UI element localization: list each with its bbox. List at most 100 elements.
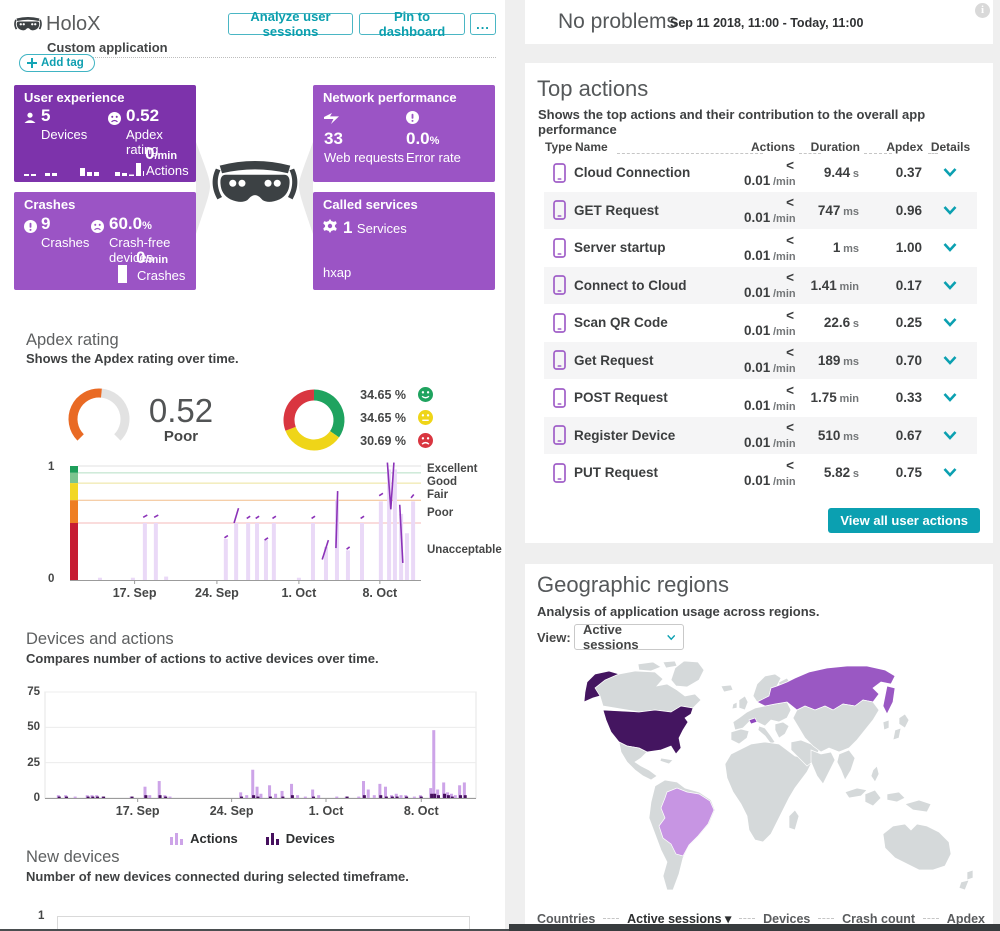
map-india[interactable] [810,749,836,785]
map-country-usa[interactable] [602,705,694,755]
expand-chevron-icon[interactable] [922,353,977,368]
analyze-user-sessions-button[interactable]: Analyze user sessions [228,9,353,39]
map-country-austria[interactable] [748,717,758,725]
table-row[interactable]: Server startup < 0.01 /min 1 ms 1.00 [544,229,977,267]
table-row[interactable]: Register Device < 0.01 /min 510 ms 0.67 [544,416,977,454]
action-rate: < 0.01 /min [744,195,796,226]
action-name: Server startup [574,240,666,256]
app-type-label: Custom application [47,40,168,55]
column-details: Details [930,140,971,154]
map-iceland[interactable] [720,684,734,693]
map-madagascar[interactable] [788,809,800,831]
hololens-logo-icon [14,17,42,31]
add-tag-button[interactable]: Add tag [19,54,95,72]
more-options-button[interactable]: ... [470,13,496,35]
map-philippines[interactable] [870,765,880,783]
geo-column-apdex[interactable]: Apdex [946,911,985,926]
table-row[interactable]: Connect to Cloud < 0.01 /min 1.41 min 0.… [544,266,977,304]
map-sumatra[interactable] [844,787,868,799]
map-japan-south[interactable] [892,727,902,741]
tile-crashes[interactable]: Crashes 9 Crashes 60.0% Crash-free devic… [14,192,196,290]
table-row[interactable]: GET Request < 0.01 /min 747 ms 0.96 [544,191,977,229]
geo-table-header: Countries Active sessions ▾ Devices Cras… [537,911,985,927]
map-png[interactable] [904,799,932,813]
header-leader-line [864,153,892,154]
table-row[interactable]: POST Request < 0.01 /min 1.75 min 0.33 [544,379,977,417]
tile-user-experience[interactable]: User experience 5 Devices 0.52 Apdex rat… [14,85,196,182]
map-borneo[interactable] [864,789,882,807]
map-italy[interactable] [757,725,776,745]
map-africa[interactable] [724,741,812,843]
column-apdex: Apdex [886,140,923,154]
y-axis-label: 0 [33,792,40,804]
map-ireland[interactable] [731,701,738,710]
expand-chevron-icon[interactable] [922,315,977,330]
header-leader-line [928,153,938,154]
map-japan[interactable] [898,713,910,729]
map-country-usa-alaska[interactable] [583,670,621,703]
table-row[interactable]: Scan QR Code < 0.01 /min 22.6 s 0.25 [544,304,977,342]
tile-title: Network performance [323,90,487,105]
map-indochina[interactable] [836,749,856,781]
expand-chevron-icon[interactable] [922,203,977,218]
geo-column-active-sessions[interactable]: Active sessions ▾ [627,912,732,926]
apdex-gauge-rating: Poor [163,428,199,445]
pin-to-dashboard-button[interactable]: Pin to dashboard [359,9,465,39]
action-rate: < 0.01 /min [744,307,796,338]
sad-face-icon [108,112,121,125]
map-greenland[interactable] [670,660,705,688]
view-dropdown[interactable]: Active sessions [574,622,684,652]
expand-chevron-icon[interactable] [922,390,977,405]
action-duration: 22.6 s [823,315,859,331]
new-devices-chart [57,916,470,931]
expand-chevron-icon[interactable] [922,165,977,180]
apdex-zone-label: Excellent [427,463,478,476]
expand-chevron-icon[interactable] [922,465,977,480]
action-name: PUT Request [574,465,659,481]
map-asia[interactable] [792,699,880,753]
map-country-brazil[interactable] [658,787,715,857]
action-duration: 1.75 min [810,390,859,406]
x-axis-label: 24. Sep [195,586,239,600]
geo-column-countries[interactable]: Countries [537,911,596,926]
expand-chevron-icon[interactable] [922,240,977,255]
tile-network-performance[interactable]: Network performance 33 Web requests 0.0%… [313,85,495,182]
top-actions-table-header: Type Name Actions Duration Apdex Details [545,137,978,157]
table-row[interactable]: PUT Request < 0.01 /min 5.82 s 0.75 [544,454,977,492]
map-arctic-islands[interactable] [637,661,662,672]
map-sulawesi[interactable] [886,791,906,803]
map-new-zealand[interactable] [958,879,970,891]
tile-title: User experience [24,90,188,105]
action-apdex: 1.00 [895,240,922,256]
info-icon[interactable]: i [975,3,990,18]
view-all-user-actions-button[interactable]: View all user actions [828,508,980,533]
map-europe[interactable] [732,701,792,731]
expand-chevron-icon[interactable] [922,428,977,443]
geo-column-crash-count[interactable]: Crash count [842,911,916,926]
expand-chevron-icon[interactable] [922,278,977,293]
map-iberia[interactable] [730,728,750,745]
table-row[interactable]: Get Request < 0.01 /min 189 ms 0.70 [544,341,977,379]
table-row[interactable]: Cloud Connection < 0.01 /min 9.44 s 0.37 [544,154,977,192]
map-caribbean[interactable] [659,757,674,765]
map-balkans[interactable] [774,721,790,739]
map-arctic-islands[interactable] [662,660,678,669]
apdex-zone-label: Fair [427,488,449,501]
geo-column-devices[interactable]: Devices [763,911,811,926]
tile-called-services[interactable]: Called services 1 Services hxap [313,192,495,290]
map-new-zealand[interactable] [966,869,974,881]
map-country-australia[interactable] [882,823,952,871]
devices-label: Devices [41,127,88,142]
map-kamchatka[interactable] [882,685,896,715]
top-actions-subtitle: Shows the top actions and their contribu… [538,107,926,137]
left-connector-shape [196,142,210,234]
world-map[interactable] [543,658,993,898]
map-uk[interactable] [738,695,749,711]
gear-icon [323,219,337,233]
geographic-regions-card: Geographic regions Analysis of applicati… [525,564,993,931]
map-mexico[interactable] [618,741,658,781]
map-korea[interactable] [882,719,890,731]
leader-line [923,918,939,919]
web-requests-count: 33 [324,129,343,148]
crashes-mini-bar [118,265,127,283]
